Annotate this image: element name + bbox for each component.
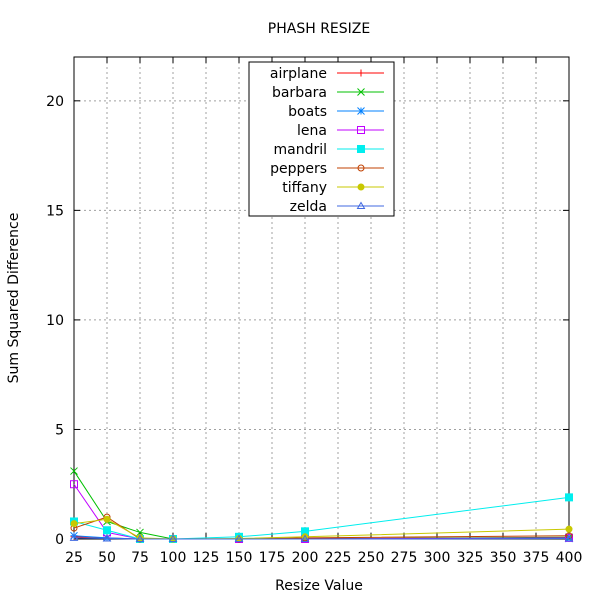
- legend-label: barbara: [272, 85, 327, 101]
- y-tick-label: 15: [46, 203, 64, 219]
- x-tick-label: 325: [457, 550, 484, 566]
- x-tick-label: 250: [358, 550, 385, 566]
- legend: airplane barbara boats lena mandril peppers ti…: [248, 61, 395, 217]
- x-tick-label: 200: [292, 550, 319, 566]
- legend-marker: [356, 201, 366, 209]
- legend-item-airplane: airplane: [270, 66, 384, 82]
- series-mandril: [70, 493, 573, 543]
- x-tick-label: 125: [193, 550, 220, 566]
- legend-marker: [357, 126, 365, 134]
- legend-item-mandril: mandril: [273, 142, 384, 158]
- legend-marker: [357, 145, 365, 153]
- legend-item-peppers: peppers: [270, 161, 384, 177]
- x-tick-label: 100: [160, 550, 187, 566]
- legend-item-lena: lena: [297, 123, 384, 139]
- x-tick-label: 350: [490, 550, 517, 566]
- legend-item-tiffany: tiffany: [282, 180, 384, 196]
- series-line-peppers: [73, 516, 570, 540]
- legend-label: lena: [297, 123, 327, 139]
- chart-title: PHASH RESIZE: [268, 21, 370, 37]
- x-tick-label: 275: [391, 550, 418, 566]
- y-tick-label: 20: [46, 94, 64, 110]
- data-point-zelda: [102, 534, 112, 542]
- y-tick-label: 0: [55, 532, 64, 548]
- legend-marker: [357, 88, 365, 96]
- data-point-zelda: [564, 534, 574, 542]
- x-tick-label: 75: [131, 550, 149, 566]
- x-tick-label: 50: [98, 550, 116, 566]
- data-point-zelda: [300, 534, 310, 542]
- data-point-lena: [70, 480, 78, 489]
- data-point-zelda: [168, 534, 178, 542]
- y-tick-label: 10: [46, 313, 64, 329]
- series-line-lena: [73, 483, 570, 540]
- legend-marker: [357, 164, 365, 172]
- legend-item-zelda: zelda: [290, 199, 384, 215]
- data-point-barbara: [136, 528, 144, 537]
- series-line-mandril: [73, 496, 570, 540]
- x-tick-label: 25: [65, 550, 83, 566]
- legend-label: boats: [288, 104, 327, 120]
- x-tick-label: 375: [523, 550, 550, 566]
- legend-marker: [357, 69, 365, 77]
- x-tick-label: 400: [556, 550, 583, 566]
- legend-label: zelda: [290, 199, 327, 215]
- data-point-zelda: [135, 534, 145, 542]
- series-line-zelda: [73, 537, 570, 540]
- y-axis-label: Sum Squared Difference: [6, 213, 22, 384]
- data-point-tiffany: [103, 515, 111, 523]
- legend-box: [248, 61, 395, 217]
- legend-marker: [357, 183, 365, 191]
- x-tick-label: 300: [424, 550, 451, 566]
- legend-item-barbara: barbara: [272, 85, 384, 101]
- x-tick-label: 175: [259, 550, 286, 566]
- data-point-mandril: [103, 526, 111, 535]
- data-point-tiffany: [565, 525, 573, 533]
- x-axis-label: Resize Value: [275, 578, 363, 594]
- legend-label: tiffany: [282, 180, 327, 196]
- data-point-zelda: [234, 534, 244, 542]
- series-lines: [69, 467, 574, 543]
- data-point-tiffany: [70, 520, 78, 528]
- data-point-barbara: [70, 467, 78, 475]
- legend-marker: [357, 107, 365, 115]
- y-tick-label: 5: [55, 422, 64, 438]
- series-zelda: [69, 533, 574, 542]
- legend-label: peppers: [270, 161, 327, 177]
- legend-item-boats: boats: [288, 104, 384, 120]
- legend-label: airplane: [270, 66, 327, 82]
- x-tick-label: 150: [226, 550, 253, 566]
- data-point-zelda: [69, 533, 79, 541]
- legend-label: mandril: [273, 142, 327, 158]
- data-point-mandril: [565, 493, 573, 502]
- x-tick-label: 225: [325, 550, 352, 566]
